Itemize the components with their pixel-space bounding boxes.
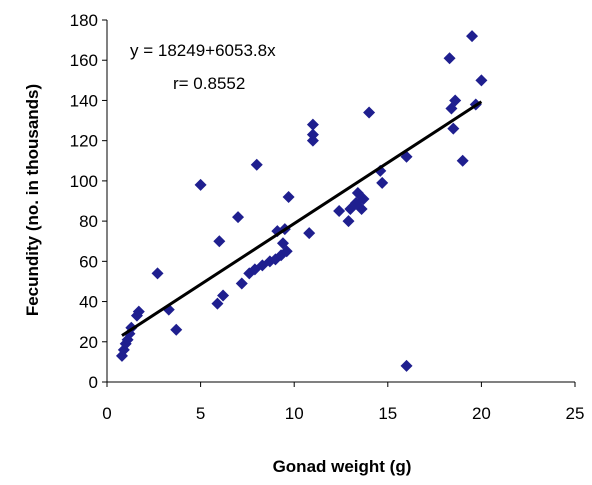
trendline	[121, 100, 483, 337]
equation-annotation: y = 18249+6053.8x	[130, 41, 276, 60]
y-tick-label: 0	[89, 373, 98, 392]
x-tick-label: 20	[472, 404, 491, 423]
y-tick-label: 140	[70, 91, 98, 110]
y-tick-label: 80	[79, 212, 98, 231]
y-tick-label: 160	[70, 51, 98, 70]
plot-area: 0 20 40 60 80 100 120 140 160 180 0 5 10 15 20 25	[70, 11, 585, 423]
x-tick-label: 5	[196, 404, 205, 423]
data-point	[306, 134, 319, 147]
data-point	[333, 205, 346, 218]
data-point	[376, 176, 389, 189]
data-point	[170, 323, 183, 336]
data-point	[132, 305, 145, 318]
x-tick-label: 0	[102, 404, 111, 423]
y-tick-label: 20	[79, 333, 98, 352]
data-point	[466, 30, 479, 43]
data-point	[211, 297, 224, 310]
data-point	[217, 289, 230, 302]
y-tick-label: 60	[79, 252, 98, 271]
data-point	[449, 94, 462, 107]
data-point	[282, 190, 295, 203]
data-point	[475, 74, 488, 87]
y-tick-label: 120	[70, 132, 98, 151]
data-point	[447, 122, 460, 135]
data-point	[250, 158, 263, 171]
data-point	[443, 52, 456, 65]
data-point	[117, 343, 130, 356]
data-point	[456, 154, 469, 167]
x-tick-label: 15	[378, 404, 397, 423]
y-tick-label: 100	[70, 172, 98, 191]
data-point	[306, 128, 319, 141]
data-point	[213, 235, 226, 248]
data-point	[194, 178, 207, 191]
y-axis-title: Fecundity (no. in thousands)	[23, 84, 42, 316]
y-tick-label: 180	[70, 11, 98, 30]
data-point	[363, 106, 376, 119]
data-point	[355, 203, 368, 216]
data-point	[280, 245, 293, 258]
data-point	[400, 359, 413, 372]
x-tick-label: 25	[566, 404, 585, 423]
data-point	[151, 267, 164, 280]
data-point	[235, 277, 248, 290]
data-point	[342, 215, 355, 228]
data-point	[357, 192, 370, 205]
data-point	[303, 227, 316, 240]
r-value-annotation: r= 0.8552	[173, 74, 245, 93]
data-point	[306, 118, 319, 131]
x-axis-title: Gonad weight (g)	[273, 457, 412, 476]
y-tick-label: 40	[79, 293, 98, 312]
x-tick-label: 10	[285, 404, 304, 423]
data-point	[232, 211, 245, 224]
